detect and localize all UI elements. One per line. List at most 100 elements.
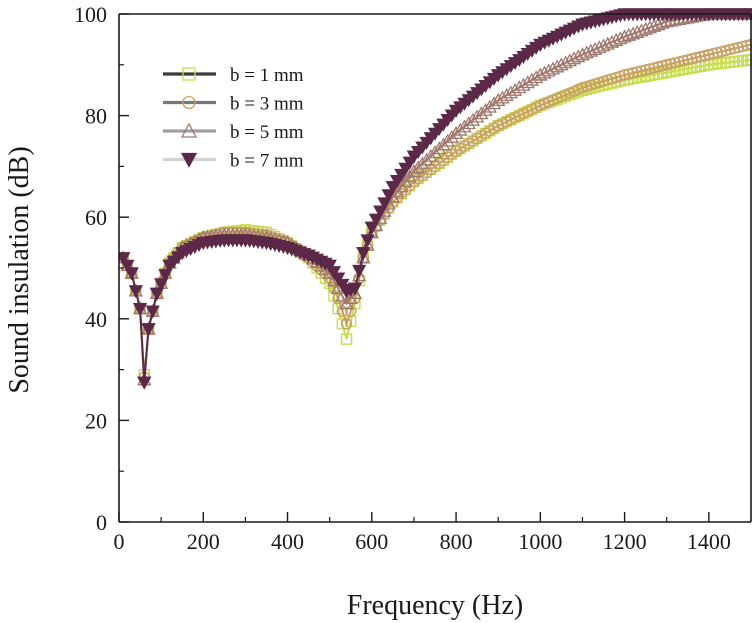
series-marker — [638, 21, 653, 35]
series-4 — [119, 8, 752, 390]
series-marker — [618, 69, 631, 81]
x-tick-label: 800 — [440, 529, 473, 554]
series-marker — [356, 250, 371, 264]
series-marker — [728, 42, 740, 55]
series-marker — [474, 106, 489, 120]
series-marker — [640, 64, 652, 76]
series-marker — [381, 189, 396, 203]
series-marker — [699, 50, 711, 62]
y-tick-label: 0 — [96, 510, 107, 535]
series-marker — [651, 17, 666, 31]
series-marker — [677, 55, 690, 67]
series-marker — [377, 197, 392, 211]
series-marker — [470, 109, 485, 123]
series-marker — [630, 24, 645, 38]
series-marker — [656, 60, 669, 72]
series-marker — [340, 318, 353, 330]
series-marker — [690, 52, 702, 64]
axes-layer — [118, 13, 752, 523]
series-marker — [347, 282, 363, 296]
series-marker — [158, 269, 173, 283]
legend-label: b = 7 mm — [230, 151, 304, 172]
series-marker — [119, 252, 131, 266]
series-marker — [655, 15, 670, 29]
series-marker — [720, 44, 732, 57]
series-marker — [432, 141, 447, 155]
series-marker — [453, 122, 468, 136]
legend-label: b = 5 mm — [230, 122, 304, 143]
series-marker — [635, 65, 648, 77]
series-marker — [149, 287, 165, 301]
series-marker — [427, 145, 443, 159]
series-marker — [364, 221, 379, 235]
series-marker — [661, 59, 673, 71]
series-marker — [663, 13, 679, 27]
legend-label: b = 1 mm — [230, 65, 304, 86]
y-tick-label: 100 — [74, 2, 107, 27]
series-marker — [617, 29, 632, 43]
y-tick-label: 20 — [85, 408, 107, 433]
series-marker — [682, 54, 694, 66]
y-tick-label: 40 — [85, 307, 107, 332]
series-marker — [465, 112, 481, 126]
series-marker — [627, 67, 639, 79]
series-marker — [411, 160, 426, 174]
series-marker — [711, 46, 723, 59]
series-marker — [352, 264, 367, 278]
series-marker — [703, 48, 715, 61]
series-marker — [665, 58, 677, 70]
series-marker — [669, 57, 681, 69]
series-marker — [646, 18, 662, 32]
series-marker — [724, 43, 736, 56]
series-marker — [673, 56, 686, 68]
series-marker — [686, 53, 698, 65]
y-axis-title: Sound insulation (dB) — [4, 146, 35, 393]
series-marker — [668, 12, 683, 26]
series-marker — [623, 68, 635, 80]
legend-marker — [182, 95, 196, 110]
series-marker — [707, 47, 719, 60]
series-marker — [642, 20, 657, 34]
series-marker — [659, 14, 674, 28]
series-marker — [478, 102, 493, 116]
series-marker — [120, 259, 135, 273]
legend-marker — [182, 67, 196, 81]
series-marker — [715, 45, 728, 58]
series-marker — [330, 272, 346, 286]
series-marker — [154, 278, 169, 292]
series-marker — [482, 99, 497, 113]
x-tick-label: 1400 — [687, 529, 731, 554]
legend-label: b = 3 mm — [230, 94, 304, 115]
series-marker — [634, 23, 649, 37]
series-marker — [141, 323, 156, 337]
series-line — [122, 43, 752, 378]
series-marker — [461, 116, 476, 130]
y-tick-label: 80 — [85, 104, 107, 129]
series-marker — [145, 305, 160, 319]
series-3 — [119, 8, 752, 386]
series-line — [122, 58, 752, 375]
series-marker — [423, 148, 438, 162]
legend-item: b = 1 mm — [163, 65, 304, 86]
x-tick-label: 600 — [355, 529, 388, 554]
x-tick-label: 0 — [114, 529, 125, 554]
ticks-layer: 0 200 400 600 800 1000 1200 1400 0 20 40 60 80 100 — [74, 2, 731, 554]
legend-item: b = 5 mm — [163, 122, 304, 143]
series-marker — [137, 376, 152, 390]
series-marker — [652, 61, 664, 73]
legend-item: b = 7 mm — [163, 151, 304, 172]
series-marker — [373, 205, 388, 219]
legend: b = 1 mm b = 3 mm b = 5 mm b = 7 mm — [163, 65, 304, 172]
series-marker — [368, 213, 384, 227]
series-marker — [322, 259, 337, 273]
x-tick-label: 400 — [271, 529, 304, 554]
series-marker — [128, 285, 143, 299]
series-marker — [132, 302, 148, 316]
series-marker — [631, 66, 643, 78]
x-tick-label: 1000 — [518, 529, 562, 554]
x-tick-label: 1200 — [603, 529, 647, 554]
x-tick-label: 200 — [187, 529, 220, 554]
series-marker — [436, 137, 451, 151]
series-2 — [119, 38, 752, 383]
